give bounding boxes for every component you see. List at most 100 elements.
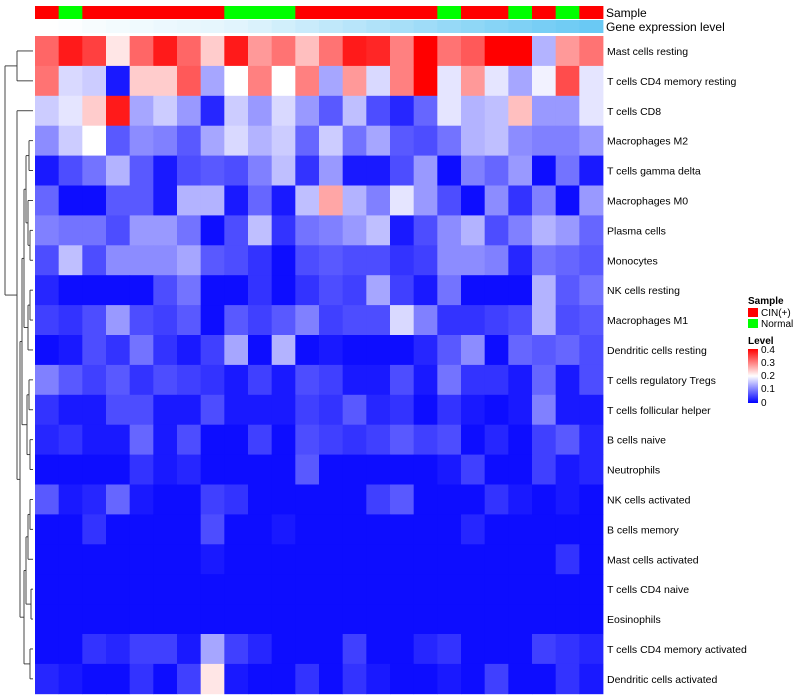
- heatmap-cell: [177, 514, 202, 545]
- heatmap-cell: [82, 215, 107, 246]
- heatmap-cell: [224, 604, 249, 635]
- heatmap-cell: [555, 215, 580, 246]
- heatmap-cell: [129, 484, 154, 515]
- heatmap-cell: [200, 454, 225, 485]
- heatmap-cell: [153, 335, 178, 366]
- row-label: Macrophages M2: [607, 136, 688, 148]
- heatmap-cell: [153, 454, 178, 485]
- heatmap-cell: [579, 335, 604, 366]
- heatmap-cell: [413, 544, 438, 575]
- heatmap-cell: [342, 65, 367, 97]
- heatmap-cell: [35, 185, 60, 216]
- heatmap-cell: [484, 155, 509, 186]
- heatmap-cell: [413, 663, 438, 695]
- row-label: Dendritic cells resting: [607, 345, 707, 357]
- row-label: T cells follicular helper: [607, 405, 711, 417]
- heatmap-cell: [390, 275, 415, 306]
- heatmap-cell: [153, 155, 178, 186]
- heatmap-cell: [248, 484, 273, 515]
- heatmap-cell: [248, 215, 273, 246]
- heatmap-cell: [437, 65, 462, 97]
- heatmap-cell: [58, 275, 83, 306]
- heatmap-cell: [437, 634, 462, 665]
- heatmap-cell: [461, 484, 486, 515]
- heatmap-cell: [390, 245, 415, 276]
- heatmap-cell: [579, 364, 604, 396]
- heatmap-cell: [508, 634, 533, 665]
- heatmap-cell: [153, 364, 178, 396]
- legend-level-tick-1: 0.3: [761, 358, 775, 369]
- expression-annotation-cell: [82, 20, 107, 33]
- heatmap-cell: [484, 95, 509, 127]
- heatmap-cell: [579, 484, 604, 515]
- sample-annotation-cell: [461, 6, 486, 19]
- expression-annotation-cell: [35, 20, 60, 33]
- heatmap-cell: [508, 394, 533, 426]
- heatmap-cell: [224, 544, 249, 575]
- heatmap-cell: [555, 95, 580, 127]
- heatmap-cell: [319, 335, 344, 366]
- heatmap-cell: [271, 36, 296, 67]
- heatmap-cell: [271, 604, 296, 635]
- heatmap-cell: [106, 215, 131, 246]
- heatmap-cell: [35, 514, 60, 545]
- heatmap-cell: [484, 454, 509, 485]
- heatmap-cell: [555, 36, 580, 67]
- heatmap-cell: [366, 245, 391, 276]
- heatmap-cell: [248, 95, 273, 127]
- heatmap-cell: [484, 634, 509, 665]
- heatmap-cell: [248, 155, 273, 186]
- heatmap-cell: [35, 275, 60, 306]
- heatmap-cell: [461, 245, 486, 276]
- heatmap-cell: [319, 424, 344, 455]
- heatmap-cell: [177, 604, 202, 635]
- heatmap-cell: [579, 65, 604, 97]
- heatmap-cell: [35, 125, 60, 156]
- heatmap-cell: [129, 514, 154, 545]
- heatmap-cell: [579, 305, 604, 336]
- heatmap-cell: [319, 125, 344, 156]
- legend-level-title: Level: [748, 336, 774, 347]
- heatmap-cell: [271, 663, 296, 695]
- expression-annotation-cell: [106, 20, 131, 33]
- heatmap-cell: [579, 215, 604, 246]
- heatmap-cell: [413, 484, 438, 515]
- legend-level-tick-0: 0.4: [761, 345, 775, 356]
- heatmap-cell: [508, 245, 533, 276]
- heatmap-cell: [82, 544, 107, 575]
- heatmap-cell: [58, 36, 83, 67]
- heatmap-cell: [484, 424, 509, 455]
- heatmap-cell: [200, 484, 225, 515]
- heatmap-cell: [58, 335, 83, 366]
- heatmap-cell: [271, 544, 296, 575]
- heatmap-cell: [35, 36, 60, 67]
- sample-annotation-cell: [555, 6, 580, 19]
- row-label: Macrophages M0: [607, 195, 688, 207]
- heatmap-cell: [319, 215, 344, 246]
- heatmap-cell: [508, 36, 533, 67]
- heatmap-cell: [437, 95, 462, 127]
- heatmap-cell: [342, 185, 367, 216]
- heatmap-cell: [390, 65, 415, 97]
- heatmap-cell: [484, 364, 509, 396]
- annotation-label-expression: Gene expression level: [606, 20, 725, 34]
- heatmap-cell: [153, 634, 178, 665]
- heatmap-cell: [153, 424, 178, 455]
- heatmap-cell: [177, 394, 202, 426]
- heatmap-cell: [579, 514, 604, 545]
- heatmap-cell: [35, 574, 60, 605]
- heatmap-cell: [413, 245, 438, 276]
- row-label: T cells CD8: [607, 106, 661, 118]
- heatmap-cell: [35, 364, 60, 396]
- row-label: Monocytes: [607, 255, 658, 267]
- heatmap-cell: [248, 454, 273, 485]
- heatmap-cell: [106, 484, 131, 515]
- heatmap-cell: [200, 65, 225, 97]
- heatmap-cell: [366, 544, 391, 575]
- heatmap-cell: [35, 634, 60, 665]
- heatmap-cell: [200, 424, 225, 455]
- heatmap-cell: [508, 663, 533, 695]
- sample-annotation-cell: [58, 6, 83, 19]
- heatmap-cell: [82, 364, 107, 396]
- heatmap-cell: [82, 275, 107, 306]
